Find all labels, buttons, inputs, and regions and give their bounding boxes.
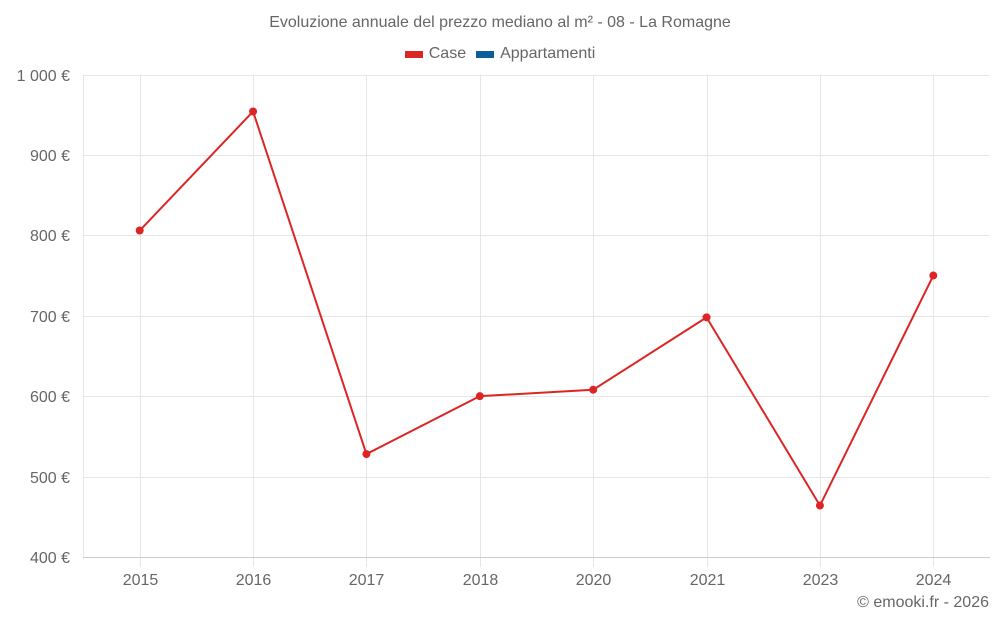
- legend-label-case: Case: [428, 45, 467, 62]
- y-tick-label: 700 €: [30, 309, 70, 326]
- legend-swatch-appartamenti: [476, 50, 495, 58]
- x-tick-label: 2021: [690, 572, 726, 589]
- y-tick-label: 1 000 €: [17, 68, 70, 85]
- y-tick-label: 400 €: [30, 550, 70, 567]
- data-point-case[interactable]: [702, 313, 711, 322]
- x-tick-label: 2024: [916, 572, 952, 589]
- chart-title: Evoluzione annuale del prezzo mediano al…: [269, 14, 731, 31]
- legend-swatch-case: [404, 50, 423, 58]
- y-tick-label: 900 €: [30, 148, 70, 165]
- data-point-case[interactable]: [249, 107, 258, 116]
- x-tick-label: 2015: [123, 572, 159, 589]
- x-tick-label: 2023: [803, 572, 839, 589]
- series-line-case: [138, 110, 935, 507]
- legend-label-appartamenti: Appartamenti: [500, 45, 596, 62]
- data-point-case[interactable]: [589, 385, 598, 394]
- x-axis: 2015 2016 2017 2018 2020 2021 2023 2024: [83, 557, 990, 589]
- data-point-case[interactable]: [815, 501, 824, 510]
- y-tick-label: 600 €: [30, 389, 70, 406]
- legend-item-appartamenti[interactable]: Appartamenti: [476, 45, 595, 63]
- x-tick-label: 2020: [576, 572, 612, 589]
- data-point-case[interactable]: [362, 450, 371, 459]
- data-point-case[interactable]: [475, 392, 484, 401]
- x-tick-label: 2016: [236, 572, 272, 589]
- copyright-credit: © emooki.fr - 2026: [857, 594, 989, 611]
- y-tick-label: 800 €: [30, 228, 70, 245]
- x-tick-label: 2017: [349, 572, 385, 589]
- y-tick-label: 500 €: [30, 470, 70, 487]
- chart-legend: Case Appartamenti: [0, 45, 1000, 63]
- chart-grid: [83, 74, 990, 567]
- y-axis: 400 € 500 € 600 € 700 € 800 € 900 € 1 000 €: [17, 68, 70, 567]
- legend-item-case[interactable]: Case: [404, 45, 467, 63]
- data-point-case[interactable]: [135, 226, 144, 235]
- data-point-case[interactable]: [929, 271, 938, 280]
- series-case: [135, 107, 938, 510]
- x-tick-label: 2018: [463, 572, 499, 589]
